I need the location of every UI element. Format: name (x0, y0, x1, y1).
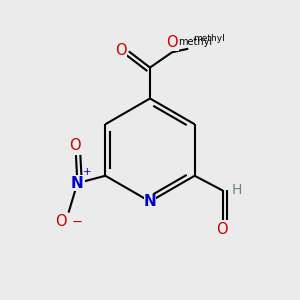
Text: O: O (56, 214, 67, 229)
Text: O: O (216, 222, 228, 237)
Text: −: − (72, 215, 83, 229)
Text: methyl: methyl (178, 37, 213, 47)
Text: N: N (71, 176, 84, 190)
Text: O: O (115, 43, 126, 58)
Text: N: N (144, 194, 156, 209)
Text: H: H (232, 183, 242, 197)
Text: O: O (69, 138, 80, 153)
Text: methyl: methyl (194, 34, 225, 43)
Text: O: O (166, 35, 178, 50)
Text: +: + (83, 167, 92, 177)
